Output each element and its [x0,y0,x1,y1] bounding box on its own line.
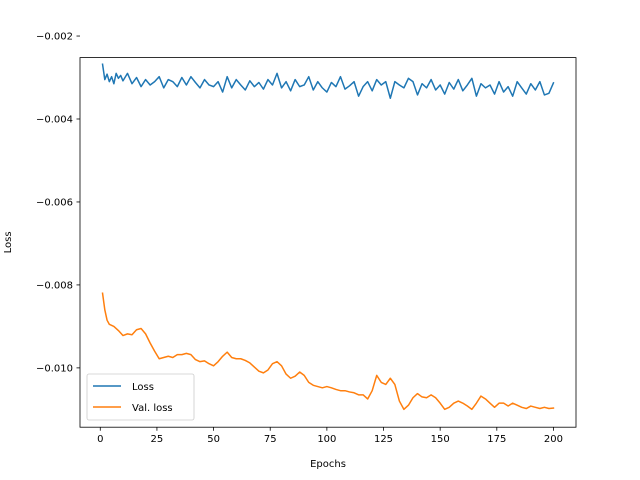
x-tick-label: 50 [207,434,220,445]
x-tick-label: 150 [431,434,450,445]
y-axis-label: Loss [3,231,14,253]
axes-layer [79,57,577,428]
y-ticks: −0.002 −0.004 −0.006 −0.008 −0.010 [36,32,80,374]
legend: Loss Val. loss [86,373,195,421]
y-tick-label: −0.002 [36,32,73,43]
legend-entry-val-loss: Val. loss [132,403,173,414]
y-tick-label: −0.006 [36,197,73,208]
y-tick-label: −0.008 [36,280,73,291]
plot-frame [79,57,577,428]
plot-background [80,57,576,428]
series-layer [101,63,555,411]
x-ticks: 0 25 50 75 100 125 150 175 200 [97,427,563,445]
x-tick-label: 75 [264,434,277,445]
x-tick-label: 0 [97,434,103,445]
legend-entry-loss: Loss [132,382,154,393]
x-tick-label: 175 [487,434,506,445]
x-tick-label: 25 [151,434,164,445]
x-tick-label: 125 [374,434,393,445]
x-axis-label: Epochs [310,459,346,470]
series-line-loss [101,63,555,99]
y-tick-label: −0.004 [36,114,73,125]
y-tick-label: −0.010 [36,363,73,374]
series-line-val-loss [101,292,555,411]
x-tick-label: 100 [317,434,336,445]
x-tick-label: 200 [544,434,563,445]
